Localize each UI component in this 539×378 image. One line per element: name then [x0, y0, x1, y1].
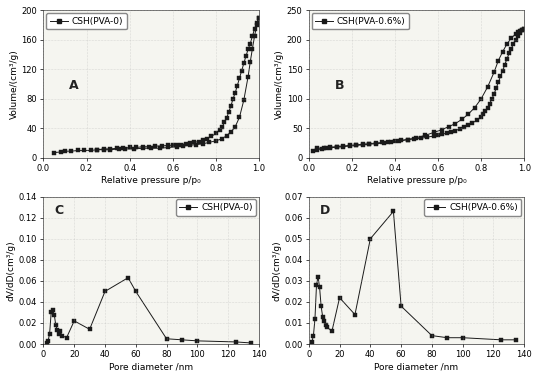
Text: D: D — [320, 204, 330, 217]
Text: A: A — [70, 79, 79, 91]
X-axis label: Relative pressure p/p₀: Relative pressure p/p₀ — [101, 176, 201, 185]
Text: C: C — [54, 204, 64, 217]
Y-axis label: dV/dD(cm³/g): dV/dD(cm³/g) — [7, 240, 16, 301]
X-axis label: Relative pressure p/p₀: Relative pressure p/p₀ — [367, 176, 466, 185]
Y-axis label: Volume/(cm³/g): Volume/(cm³/g) — [275, 49, 284, 119]
Y-axis label: Volume/(cm³/g): Volume/(cm³/g) — [10, 49, 18, 119]
Legend: CSH(PVA-0): CSH(PVA-0) — [46, 13, 127, 29]
Legend: CSH(PVA-0.6%): CSH(PVA-0.6%) — [424, 199, 521, 215]
X-axis label: Pore diameter /nm: Pore diameter /nm — [109, 362, 193, 371]
X-axis label: Pore diameter /nm: Pore diameter /nm — [375, 362, 459, 371]
Legend: CSH(PVA-0.6%): CSH(PVA-0.6%) — [312, 13, 409, 29]
Text: B: B — [335, 79, 344, 91]
Legend: CSH(PVA-0): CSH(PVA-0) — [176, 199, 256, 215]
Y-axis label: dV/dD(cm³/g): dV/dD(cm³/g) — [272, 240, 281, 301]
